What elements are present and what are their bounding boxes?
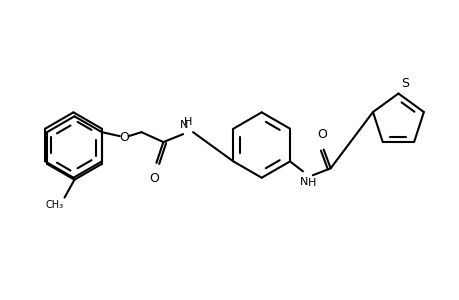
Text: CH₃: CH₃ bbox=[45, 200, 63, 209]
Text: N: N bbox=[299, 177, 308, 187]
Text: O: O bbox=[316, 128, 326, 141]
Text: S: S bbox=[401, 76, 409, 90]
Text: O: O bbox=[118, 130, 129, 144]
Text: H: H bbox=[307, 178, 315, 188]
Text: O: O bbox=[149, 172, 159, 185]
Text: H: H bbox=[184, 117, 192, 127]
Text: N: N bbox=[180, 120, 188, 130]
